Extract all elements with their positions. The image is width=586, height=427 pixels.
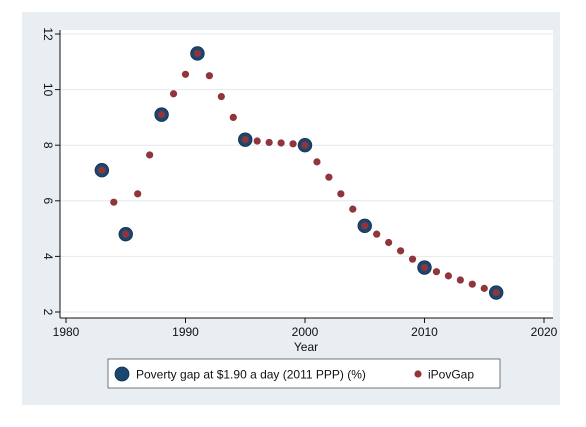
ipovgap-point <box>492 288 500 297</box>
ipovgap-point <box>456 276 464 284</box>
ipovgap-point <box>122 230 130 238</box>
data-series <box>94 46 504 300</box>
ipovgap-point <box>397 247 405 255</box>
ipovgap-point <box>349 205 357 213</box>
ipovgap-point <box>241 136 249 144</box>
ipovgap-point <box>193 49 202 58</box>
ipovgap-point <box>146 151 154 159</box>
x-tick-label: 1980 <box>53 325 80 339</box>
ipovgap-point <box>253 137 261 145</box>
x-tick-label: 2010 <box>411 325 438 339</box>
ipovgap-point <box>98 166 106 174</box>
y-tick-label: 8 <box>41 142 55 149</box>
ipovgap-point <box>408 255 417 263</box>
x-tick-label: 2020 <box>531 325 558 339</box>
ipovgap-point <box>181 70 190 78</box>
ipovgap-point <box>432 268 441 276</box>
y-tick-label: 2 <box>41 309 55 316</box>
ipovgap-point <box>277 139 285 147</box>
ipovgap-point <box>265 138 273 147</box>
ipovgap-point <box>313 158 321 166</box>
ipovgap-point <box>385 238 393 247</box>
y-tick-label: 12 <box>41 27 55 41</box>
legend-marker-ipovgap <box>414 370 422 378</box>
x-tick-label: 1990 <box>172 325 199 339</box>
x-axis-ticks: 1980 1990 2000 2010 2020 <box>53 318 558 339</box>
legend: Poverty gap at $1.90 a day (2011 PPP) (%… <box>107 358 501 389</box>
ipovgap-point <box>169 90 178 98</box>
y-tick-label: 10 <box>41 83 55 97</box>
legend-label-ipovgap: iPovGap <box>428 368 474 382</box>
ipovgap-point <box>289 140 297 148</box>
axes <box>59 30 553 319</box>
ipovgap-point <box>205 72 213 80</box>
ipovgap-point <box>337 190 345 198</box>
ipovgap-point <box>217 92 225 101</box>
legend-label-poverty-gap: Poverty gap at $1.90 a day (2011 PPP) (%… <box>136 368 366 382</box>
ipovgap-point <box>158 111 166 119</box>
ipovgap-point <box>373 230 381 238</box>
plot-area <box>60 30 553 318</box>
ipovgap-point <box>325 173 333 181</box>
ipovgap-point <box>444 272 452 280</box>
ipovgap-point <box>480 284 488 292</box>
legend-marker-poverty-gap <box>114 366 130 382</box>
ipovgap-point <box>301 141 309 149</box>
y-axis-ticks: 2 4 6 8 10 12 <box>41 27 60 316</box>
series-ipovgap <box>98 49 500 297</box>
ipovgap-point <box>468 280 476 288</box>
ipovgap-point <box>420 263 429 272</box>
legend-box <box>107 358 501 389</box>
x-tick-label: 2000 <box>292 325 319 339</box>
y-tick-label: 6 <box>41 197 55 204</box>
ipovgap-point <box>361 222 369 230</box>
y-tick-label: 4 <box>41 253 55 260</box>
x-axis-label: Year <box>294 340 318 354</box>
ipovgap-point <box>110 198 118 206</box>
ipovgap-point <box>134 190 142 198</box>
ipovgap-point <box>229 113 237 121</box>
